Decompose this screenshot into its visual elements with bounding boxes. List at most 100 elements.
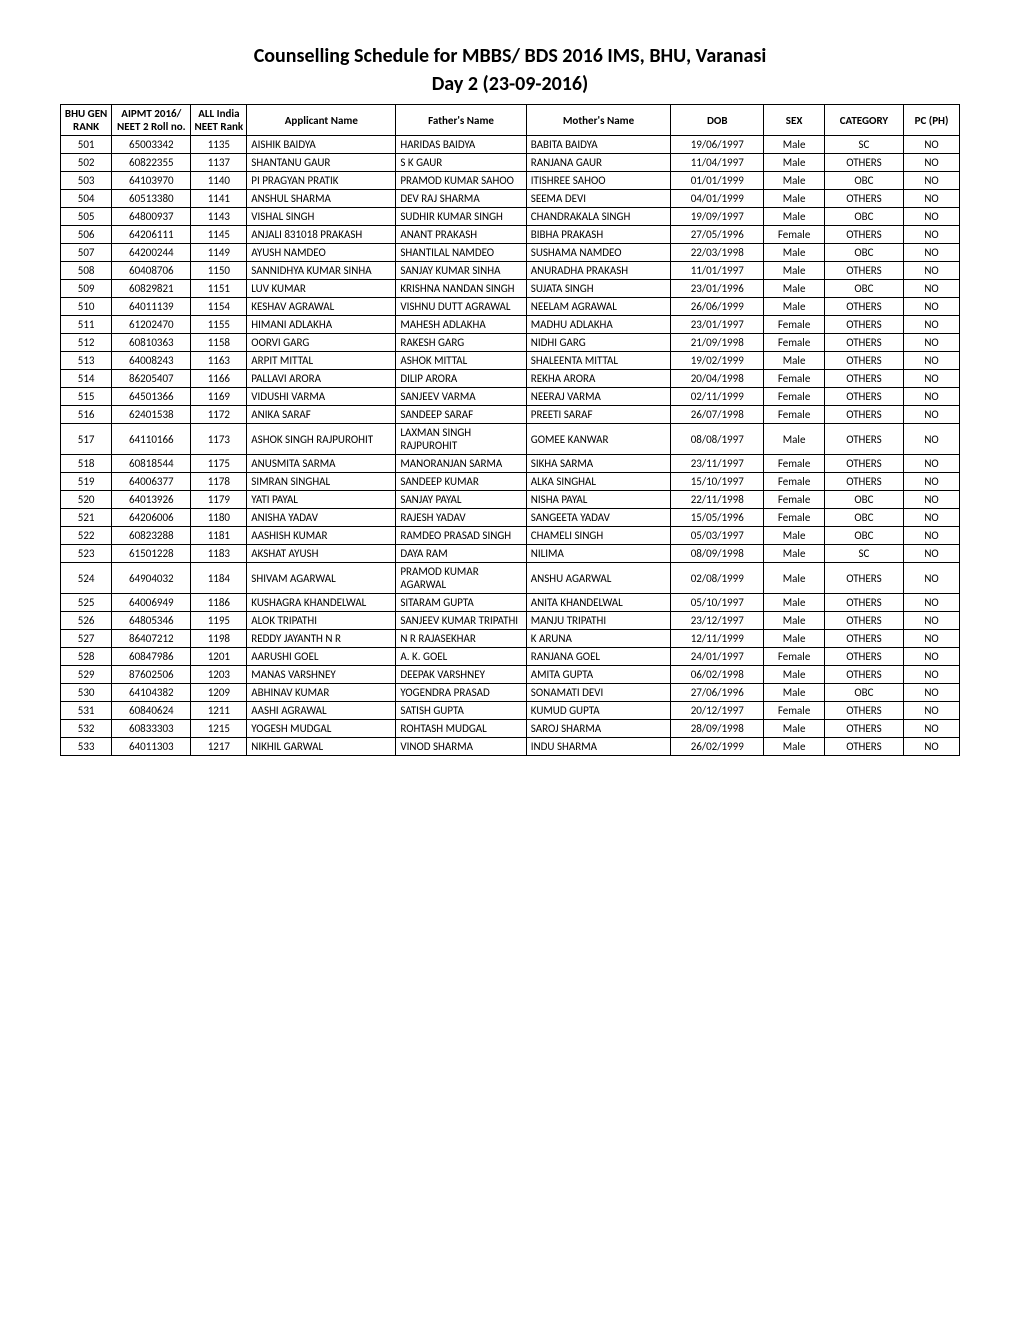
cell: OTHERS [824, 612, 903, 630]
cell: 22/11/1998 [671, 491, 764, 509]
cell: 512 [61, 334, 112, 352]
cell: KRISHNA NANDAN SINGH [396, 280, 526, 298]
cell: 64011303 [112, 738, 191, 756]
cell: A. K. GOEL [396, 648, 526, 666]
cell: CHAMELI SINGH [526, 527, 670, 545]
cell: HIMANI ADLAKHA [247, 316, 396, 334]
col-pc: PC (PH) [904, 105, 960, 136]
cell: NO [904, 154, 960, 172]
cell: 523 [61, 545, 112, 563]
table-row: 520640139261179YATI PAYALSANJAY PAYALNIS… [61, 491, 960, 509]
cell: Male [764, 563, 825, 594]
cell: ANJALI 831018 PRAKASH [247, 226, 396, 244]
cell: 517 [61, 424, 112, 455]
cell: 05/03/1997 [671, 527, 764, 545]
cell: SUDHIR KUMAR SINGH [396, 208, 526, 226]
cell: ASHOK MITTAL [396, 352, 526, 370]
cell: 529 [61, 666, 112, 684]
cell: 1135 [191, 136, 247, 154]
cell: NO [904, 316, 960, 334]
cell: SANJEEV VARMA [396, 388, 526, 406]
table-row: 517641101661173ASHOK SINGH RAJPUROHITLAX… [61, 424, 960, 455]
cell: 08/09/1998 [671, 545, 764, 563]
cell: 1209 [191, 684, 247, 702]
cell: 1150 [191, 262, 247, 280]
cell: 11/01/1997 [671, 262, 764, 280]
cell: 505 [61, 208, 112, 226]
cell: 525 [61, 594, 112, 612]
cell: 527 [61, 630, 112, 648]
cell: NO [904, 424, 960, 455]
cell: 1201 [191, 648, 247, 666]
cell: 532 [61, 720, 112, 738]
cell: SIMRAN SINGHAL [247, 473, 396, 491]
cell: Male [764, 298, 825, 316]
cell: 64006949 [112, 594, 191, 612]
cell: RAKESH GARG [396, 334, 526, 352]
cell: 65003342 [112, 136, 191, 154]
cell: 19/06/1997 [671, 136, 764, 154]
cell: SANGEETA YADAV [526, 509, 670, 527]
cell: ANUSMITA SARMA [247, 455, 396, 473]
cell: NIKHIL GARWAL [247, 738, 396, 756]
col-bhu-rank: BHU GEN RANK [61, 105, 112, 136]
table-row: 503641039701140PI PRAGYAN PRATIKPRAMOD K… [61, 172, 960, 190]
cell: ANISHA YADAV [247, 509, 396, 527]
cell: 502 [61, 154, 112, 172]
table-row: 529876025061203MANAS VARSHNEYDEEPAK VARS… [61, 666, 960, 684]
cell: Female [764, 406, 825, 424]
col-ai-rank: ALL India NEET Rank [191, 105, 247, 136]
cell: S K GAUR [396, 154, 526, 172]
cell: 61501228 [112, 545, 191, 563]
table-row: 533640113031217NIKHIL GARWALVINOD SHARMA… [61, 738, 960, 756]
cell: BABITA BAIDYA [526, 136, 670, 154]
cell: ABHINAV KUMAR [247, 684, 396, 702]
cell: 64008243 [112, 352, 191, 370]
cell: SEEMA DEVI [526, 190, 670, 208]
col-mother: Mother's Name [526, 105, 670, 136]
cell: 60822355 [112, 154, 191, 172]
cell: VIDUSHI VARMA [247, 388, 396, 406]
cell: SC [824, 545, 903, 563]
cell: NIDHI GARG [526, 334, 670, 352]
cell: NO [904, 702, 960, 720]
col-category: CATEGORY [824, 105, 903, 136]
table-row: 525640069491186KUSHAGRA KHANDELWALSITARA… [61, 594, 960, 612]
table-row: 509608298211151LUV KUMARKRISHNA NANDAN S… [61, 280, 960, 298]
cell: 533 [61, 738, 112, 756]
cell: 24/01/1997 [671, 648, 764, 666]
cell: NO [904, 630, 960, 648]
cell: SANDEEP KUMAR [396, 473, 526, 491]
cell: 511 [61, 316, 112, 334]
cell: Male [764, 280, 825, 298]
cell: AYUSH NAMDEO [247, 244, 396, 262]
cell: 64206006 [112, 509, 191, 527]
cell: 22/03/1998 [671, 244, 764, 262]
cell: SUJATA SINGH [526, 280, 670, 298]
cell: 1169 [191, 388, 247, 406]
cell: PALLAVI ARORA [247, 370, 396, 388]
cell: 64904032 [112, 563, 191, 594]
cell: HARIDAS BAIDYA [396, 136, 526, 154]
cell: 60810363 [112, 334, 191, 352]
cell: 1166 [191, 370, 247, 388]
cell: Male [764, 208, 825, 226]
cell: ANIKA SARAF [247, 406, 396, 424]
col-sex: SEX [764, 105, 825, 136]
cell: N R RAJASEKHAR [396, 630, 526, 648]
cell: 1180 [191, 509, 247, 527]
cell: NO [904, 280, 960, 298]
cell: Female [764, 509, 825, 527]
page-title: Counselling Schedule for MBBS/ BDS 2016 … [60, 44, 960, 68]
cell: OTHERS [824, 190, 903, 208]
cell: PRAMOD KUMAR AGARWAL [396, 563, 526, 594]
col-dob: DOB [671, 105, 764, 136]
cell: BIBHA PRAKASH [526, 226, 670, 244]
cell: OTHERS [824, 473, 903, 491]
cell: OBC [824, 684, 903, 702]
cell: AKSHAT AYUSH [247, 545, 396, 563]
cell: Female [764, 491, 825, 509]
cell: 28/09/1998 [671, 720, 764, 738]
cell: 531 [61, 702, 112, 720]
cell: NO [904, 334, 960, 352]
